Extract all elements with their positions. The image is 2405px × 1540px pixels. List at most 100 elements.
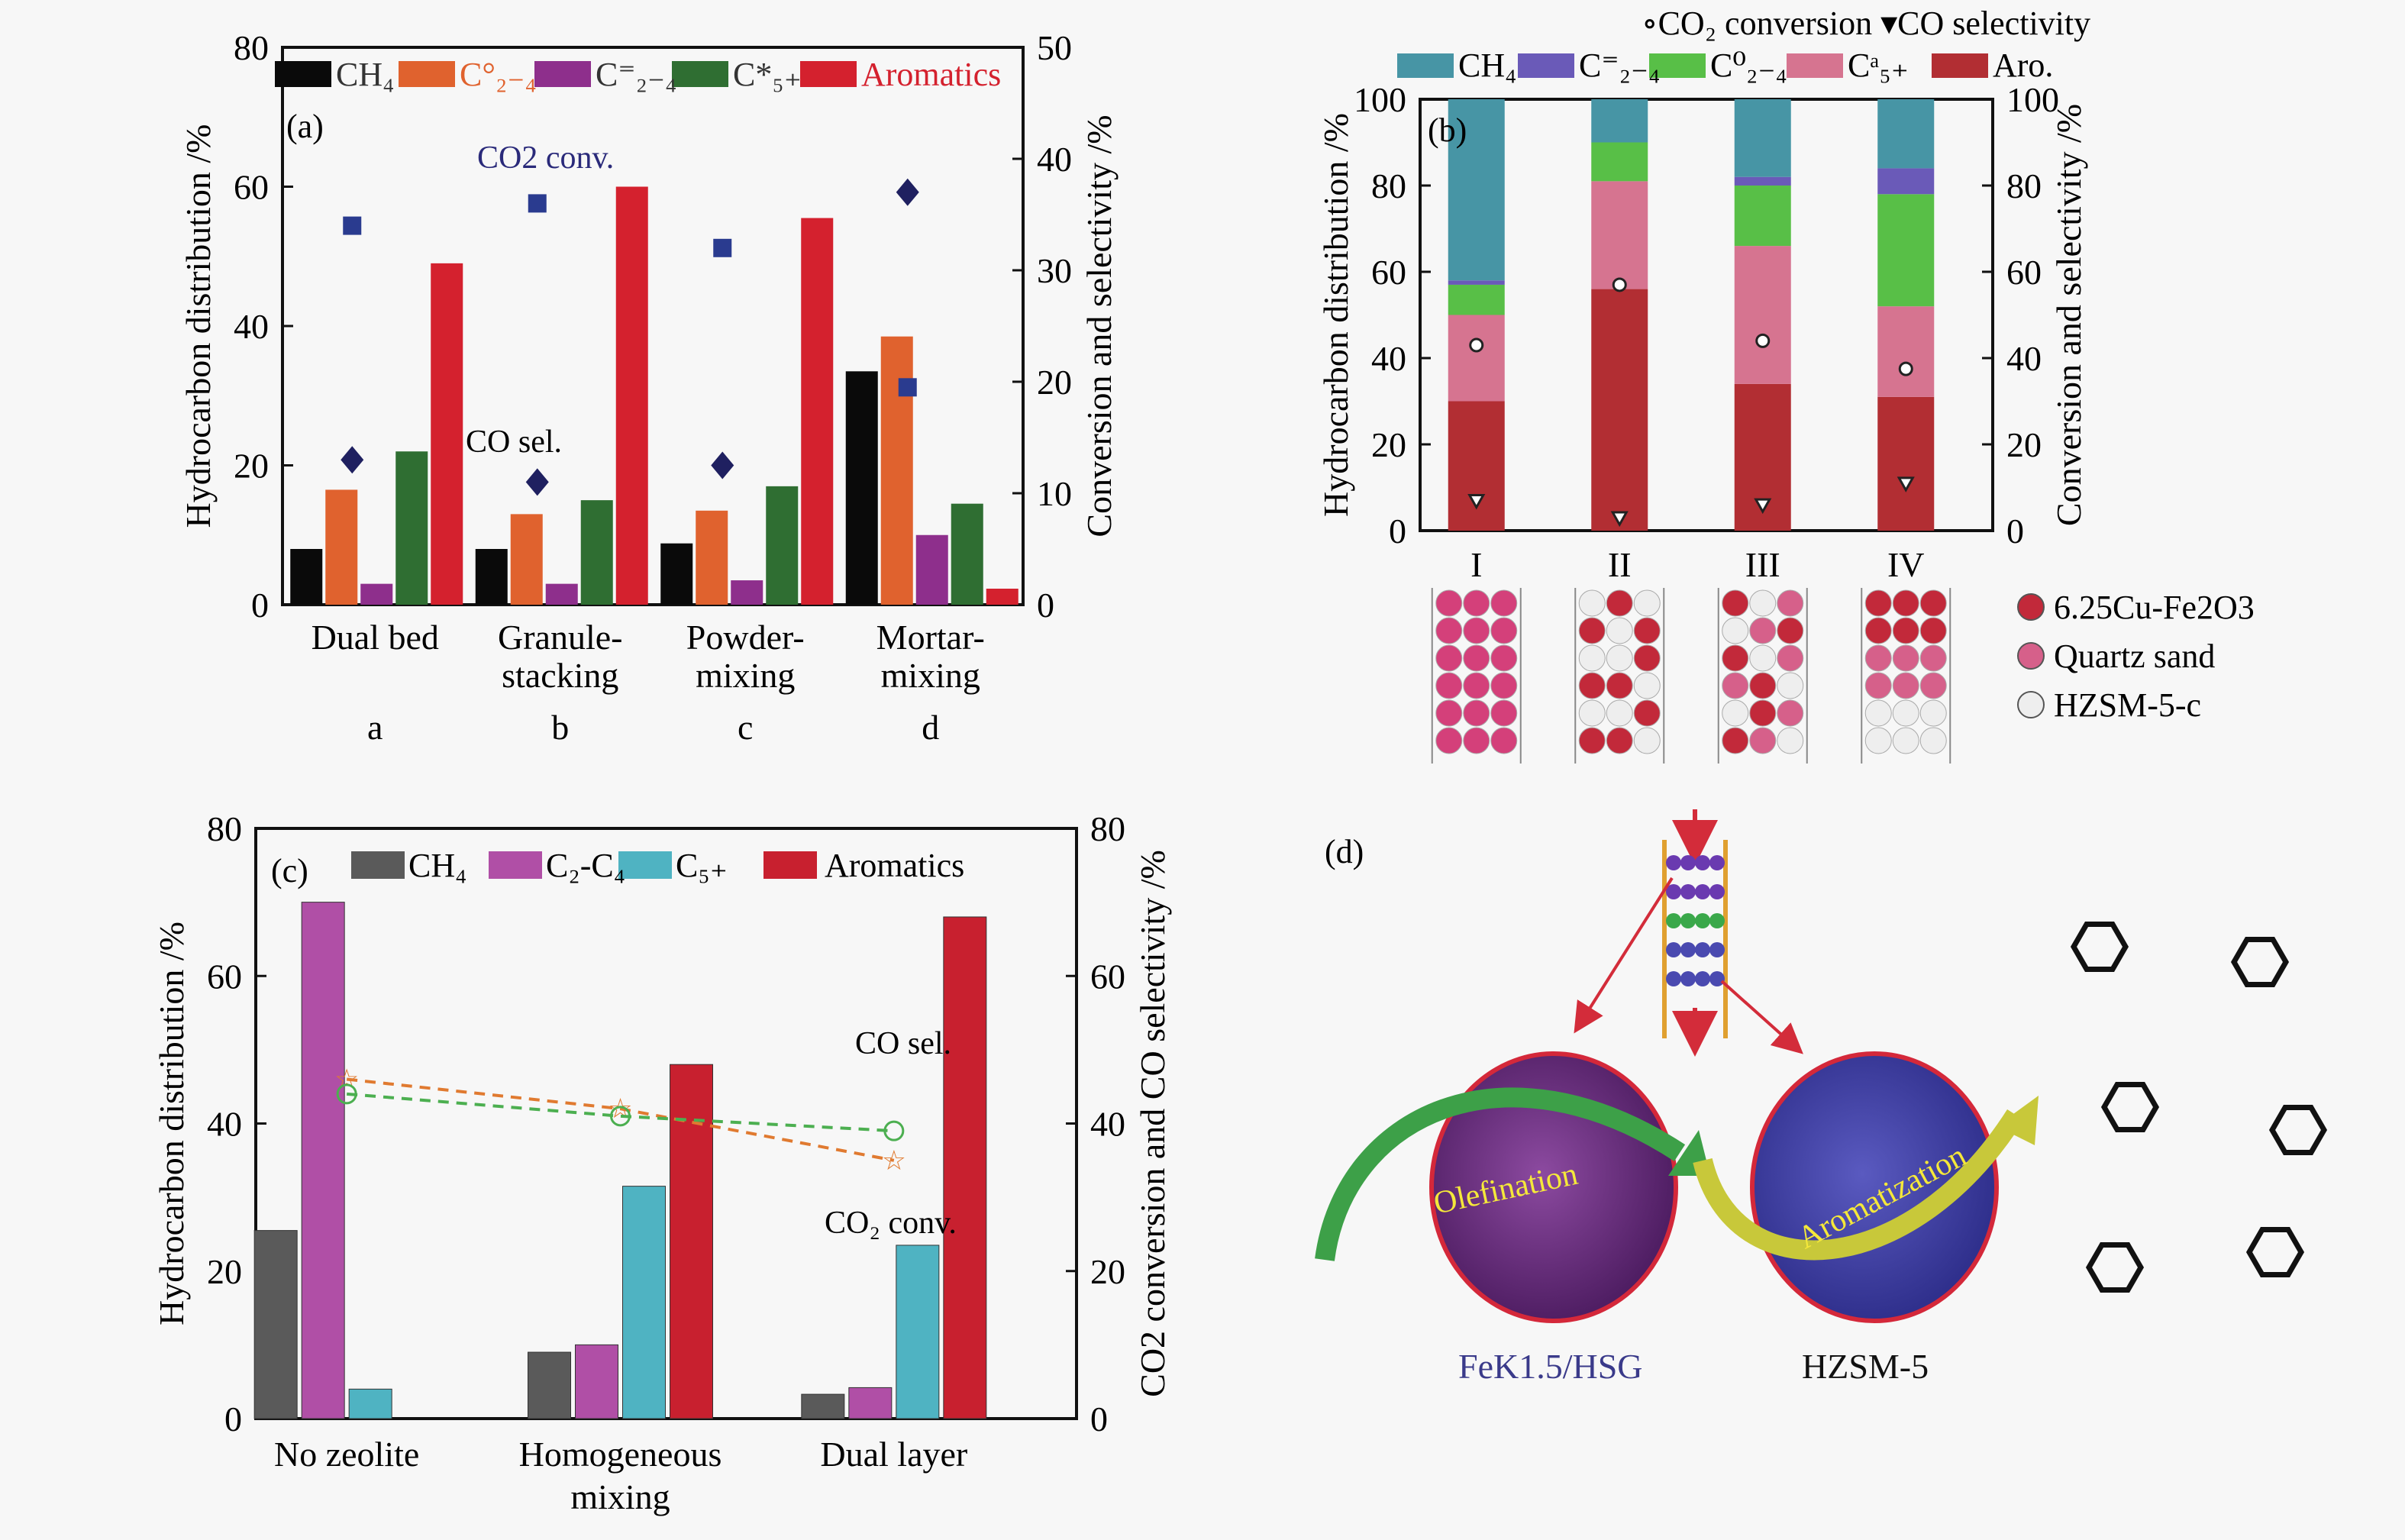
bed-legend-label: HZSM-5-c — [2054, 686, 2201, 724]
co2-conversion-marker — [898, 378, 917, 397]
y2-tick-label: 60 — [1090, 957, 1125, 996]
stacked-segment-4-1 — [1591, 99, 1648, 143]
bed-particle-icon — [1749, 617, 1777, 644]
bed-particle-icon — [1892, 672, 1919, 699]
x-tick-label: II — [1608, 545, 1632, 584]
bed-particle-icon — [1606, 589, 1633, 617]
x-tick-label: Dual bed — [312, 618, 439, 657]
bed-particle-icon — [1578, 699, 1606, 727]
bed-particle-icon — [1666, 942, 1681, 957]
bar-2-1 — [622, 1186, 666, 1419]
bed-particle-icon — [1463, 589, 1490, 617]
x-tick-label: Mortar- — [876, 618, 985, 657]
x-tick-label: I — [1470, 545, 1482, 584]
y2-tick-label: 50 — [1037, 28, 1072, 67]
aromatization-arrow-icon — [1693, 1109, 2024, 1261]
legend-label: Cᵃ₅₊ — [1848, 47, 1909, 84]
panel-label: (a) — [286, 108, 324, 145]
y2-tick-label: 60 — [2006, 253, 2042, 292]
bed-particle-icon — [1919, 589, 1947, 617]
y-tick-label: 0 — [251, 586, 269, 625]
y-tick-label: 60 — [234, 168, 269, 207]
y-axis-label: Hydrocarbon distribution /% — [152, 922, 191, 1325]
co-selectivity-marker — [896, 178, 919, 206]
x-tick-label: Homogeneous — [519, 1435, 722, 1474]
annotation-co-sel: CO sel. — [855, 1026, 951, 1061]
bar-0-1 — [475, 549, 508, 605]
bed-particle-icon — [1722, 589, 1749, 617]
y2-tick-label: 0 — [2006, 512, 2024, 550]
legend-swatch — [1397, 53, 1454, 78]
bar-4-0 — [431, 263, 463, 605]
y2-tick-label: 10 — [1037, 474, 1072, 513]
bed-particle-icon — [1864, 672, 1892, 699]
bed-particle-icon — [1709, 942, 1725, 957]
bar-2-2 — [731, 580, 763, 605]
bed-particle-icon — [1777, 727, 1804, 754]
stacked-segment-4-2 — [1734, 99, 1791, 177]
benzene-ring-icon — [2070, 922, 2129, 972]
bed-particle-icon — [1709, 884, 1725, 899]
bar-2-0 — [348, 1388, 392, 1419]
co-selectivity-marker — [1897, 476, 1915, 492]
x-tick-label: mixing — [881, 656, 980, 695]
legend-swatch — [351, 851, 405, 879]
legend-label: C°₂₋₄ — [460, 56, 537, 93]
stacked-segment-4-3 — [1877, 99, 1935, 169]
chart-panel-c: 0 20 40 60 80 0 20 40 60 80 Hydrocarbon distributi… — [152, 809, 1172, 1516]
bed-particle-icon — [1864, 644, 1892, 672]
bed-particle-icon — [1749, 727, 1777, 754]
x-tick-label: Powder- — [686, 618, 805, 657]
co2-conversion-marker — [343, 216, 362, 235]
bed-legend-icon — [2017, 691, 2045, 718]
bed-particle-icon — [1490, 617, 1518, 644]
y2-tick-label: 0 — [1037, 586, 1054, 625]
benzene-ring-icon — [2100, 1082, 2160, 1132]
bed-particle-icon — [1722, 699, 1749, 727]
bed-particle-icon — [1680, 913, 1696, 928]
bed-particle-icon — [1633, 699, 1661, 727]
co-selectivity-marker — [1610, 511, 1629, 528]
bed-particle-icon — [1864, 699, 1892, 727]
bed-particle-icon — [1578, 644, 1606, 672]
co-sel-marker — [336, 1083, 357, 1105]
bed-particle-icon — [1892, 589, 1919, 617]
bed-particle-icon — [1606, 727, 1633, 754]
bed-particle-icon — [1463, 727, 1490, 754]
bed-particle-icon — [1777, 589, 1804, 617]
bed-particle-icon — [1666, 971, 1681, 986]
bed-particle-icon — [1666, 913, 1681, 928]
bar-1-2 — [848, 1387, 893, 1419]
bed-particle-icon — [1680, 942, 1696, 957]
y2-tick-label: 100 — [2006, 80, 2059, 119]
stacked-segment-2-0 — [1448, 284, 1505, 315]
y2-axis-label: CO2 conversion and CO selectivity /% — [1133, 850, 1172, 1397]
co-selectivity-marker — [525, 468, 549, 496]
stacked-segment-0-3 — [1877, 396, 1935, 531]
bed-legend-label: Quartz sand — [2054, 638, 2215, 675]
bar-3-0 — [395, 451, 428, 605]
stacked-segment-1-3 — [1877, 306, 1935, 397]
x-tick-label: mixing — [570, 1477, 670, 1516]
co-sel-marker — [883, 1120, 905, 1141]
bed-particle-icon — [1695, 884, 1710, 899]
sub-label: a — [367, 708, 383, 747]
y-tick-label: 40 — [1371, 339, 1406, 378]
bar-0-2 — [801, 1393, 845, 1419]
bed-particle-icon — [1919, 672, 1947, 699]
bed-legend-icon — [2017, 593, 2045, 621]
stacked-segment-0-0 — [1448, 401, 1505, 531]
co2-conversion-marker — [1898, 361, 1913, 376]
stacked-segment-2-3 — [1877, 194, 1935, 307]
y-tick-label: 0 — [224, 1400, 242, 1438]
y-tick-label: 80 — [207, 809, 242, 848]
bed-particle-icon — [1749, 589, 1777, 617]
bed-particle-icon — [1633, 617, 1661, 644]
y-tick-label: 80 — [234, 28, 269, 67]
marker-legend: ∘CO₂ conversion ▾CO selectivity — [1642, 5, 2090, 42]
legend-swatch — [489, 851, 542, 879]
legend-swatch — [1932, 53, 1988, 78]
sub-label: d — [922, 708, 939, 747]
bed-particle-icon — [1919, 644, 1947, 672]
